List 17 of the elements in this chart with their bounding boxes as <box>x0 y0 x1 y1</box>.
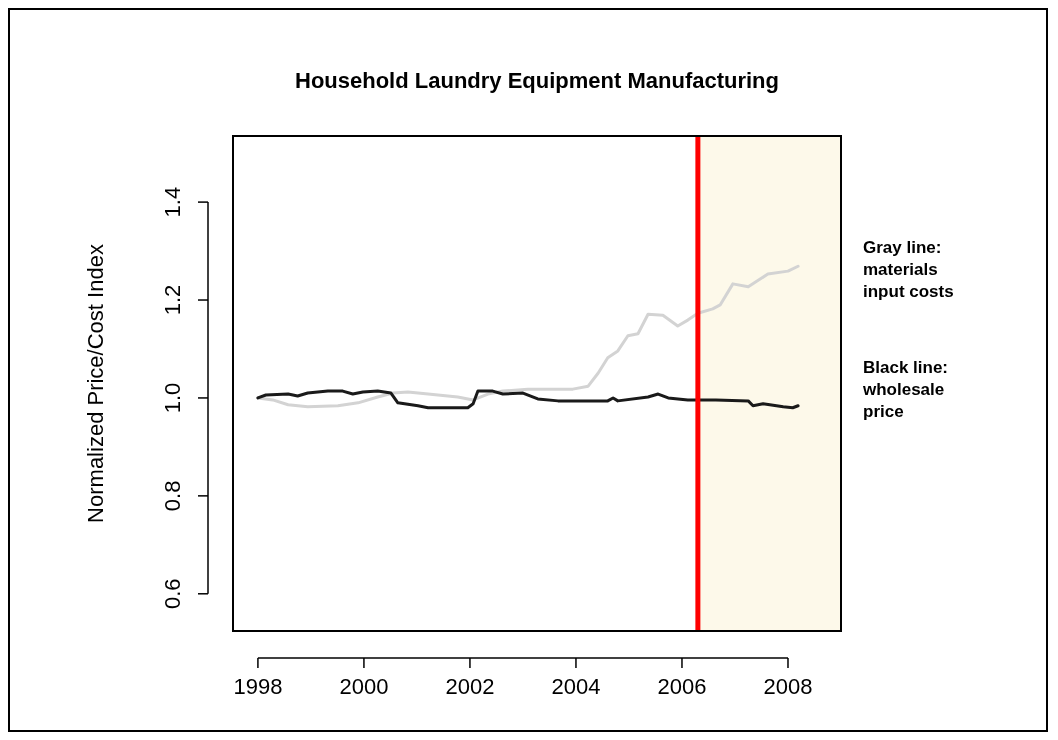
y-tick-label: 1.4 <box>160 186 185 218</box>
chart-title: Household Laundry Equipment Manufacturing <box>295 68 779 93</box>
text: Black line: wholesale price <box>862 358 949 421</box>
line-series <box>256 264 800 409</box>
y-tick-label: 1.0 <box>160 382 185 414</box>
x-tick-label: 2002 <box>445 674 495 699</box>
line-series <box>256 389 800 410</box>
x-tick-label: 2004 <box>551 674 601 699</box>
x-tick-label: 2008 <box>763 674 813 699</box>
y-tick-label: 1.2 <box>160 284 185 316</box>
y-axis-title: Normalized Price/Cost Index <box>83 244 108 523</box>
text: Gray line: materials input costs <box>863 238 954 301</box>
x-tick-label: 2000 <box>339 674 389 699</box>
x-tick-label: 2006 <box>657 674 707 699</box>
y-tick-label: 0.6 <box>160 578 185 610</box>
x-tick-label: 1998 <box>233 674 283 699</box>
y-tick-label: 0.8 <box>160 480 185 512</box>
